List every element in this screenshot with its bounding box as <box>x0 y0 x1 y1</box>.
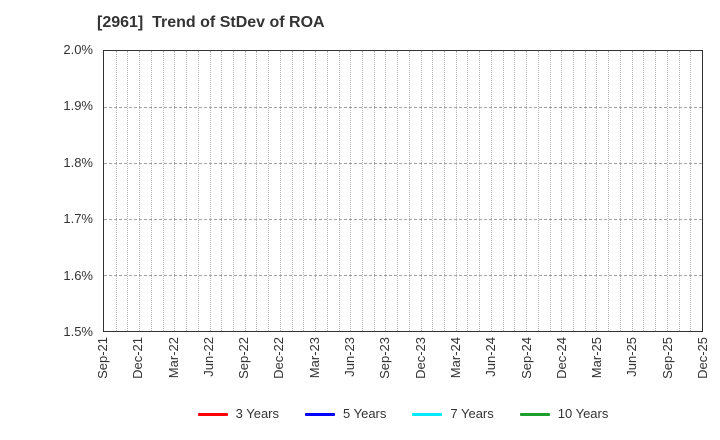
x-tick-label: Dec-23 <box>413 337 428 379</box>
vertical-gridline <box>690 51 692 331</box>
legend-item-label: 5 Years <box>343 406 387 421</box>
x-axis-labels: Sep-21 Dec-21 Mar-22 Jun-22 Sep-22 Dec-22 Mar-… <box>95 332 710 408</box>
legend-color-swatch <box>197 412 228 416</box>
vertical-gridline <box>291 51 293 331</box>
vertical-gridline <box>232 51 234 331</box>
series-lines-svg <box>104 51 702 331</box>
vertical-gridline <box>373 51 375 331</box>
legend-color-swatch <box>305 412 335 416</box>
vertical-gridline <box>479 51 481 331</box>
x-tick-label: Mar-22 <box>166 337 181 379</box>
vertical-gridline <box>397 51 399 331</box>
vertical-gridline <box>549 51 551 331</box>
y-tick-label: 2.0% <box>63 42 93 57</box>
vertical-gridline <box>561 51 563 331</box>
vertical-gridline <box>244 51 246 331</box>
horizontal-gridline <box>104 219 702 220</box>
vertical-gridline <box>631 51 633 331</box>
x-tick-label: Jun-24 <box>483 337 498 377</box>
y-tick-label: 1.9% <box>63 98 93 113</box>
legend-item-label: 10 Years <box>557 406 609 421</box>
legend-item: 10 Years <box>519 406 609 422</box>
vertical-gridline <box>584 51 586 331</box>
vertical-gridline <box>432 51 434 331</box>
vertical-gridline <box>385 51 387 331</box>
legend-color-swatch <box>519 412 550 416</box>
legend: 3 Years 5 Years 7 Years 10 Years <box>103 405 703 423</box>
x-tick-label: Jun-22 <box>201 337 216 377</box>
vertical-gridline <box>573 51 575 331</box>
legend-item: 3 Years <box>197 406 279 422</box>
vertical-gridline <box>303 51 305 331</box>
vertical-gridline <box>221 51 223 331</box>
x-tick-label: Sep-25 <box>660 337 675 379</box>
y-tick-label: 1.5% <box>63 324 93 339</box>
chart-title: [2961] Trend of StDev of ROA <box>97 14 325 31</box>
vertical-gridline <box>608 51 610 331</box>
vertical-gridline <box>350 51 352 331</box>
x-tick-label: Jun-25 <box>624 337 639 377</box>
vertical-gridline <box>174 51 176 331</box>
x-tick-label: Mar-25 <box>589 337 604 379</box>
vertical-gridline <box>455 51 457 331</box>
vertical-gridline <box>139 51 141 331</box>
vertical-gridline <box>256 51 258 331</box>
vertical-gridline <box>162 51 164 331</box>
vertical-gridline <box>186 51 188 331</box>
vertical-gridline <box>420 51 422 331</box>
y-tick-label: 1.6% <box>63 268 93 283</box>
vertical-gridline <box>514 51 516 331</box>
horizontal-gridline <box>104 275 702 276</box>
vertical-gridline <box>537 51 539 331</box>
x-tick-label: Sep-24 <box>519 337 534 379</box>
vertical-gridline <box>150 51 152 331</box>
vertical-gridline <box>502 51 504 331</box>
x-tick-label: Mar-24 <box>448 337 463 379</box>
vertical-gridline <box>361 51 363 331</box>
vertical-gridline <box>268 51 270 331</box>
vertical-gridline <box>655 51 657 331</box>
vertical-gridline <box>408 51 410 331</box>
y-tick-label: 1.7% <box>63 211 93 226</box>
vertical-gridline <box>197 51 199 331</box>
x-tick-label: Dec-22 <box>271 337 286 379</box>
vertical-gridline <box>444 51 446 331</box>
vertical-gridline <box>678 51 680 331</box>
vertical-gridline <box>279 51 281 331</box>
vertical-gridline <box>619 51 621 331</box>
x-tick-label: Sep-23 <box>377 337 392 379</box>
vertical-gridline <box>467 51 469 331</box>
vertical-gridline <box>315 51 317 331</box>
horizontal-gridline <box>104 163 702 164</box>
legend-item: 5 Years <box>305 406 386 422</box>
vertical-gridline <box>326 51 328 331</box>
x-tick-label: Dec-24 <box>554 337 569 379</box>
y-axis-labels: 2.0% 1.9% 1.8% 1.7% 1.6% 1.5% <box>0 43 93 339</box>
vertical-gridline <box>115 51 117 331</box>
legend-item: 7 Years <box>412 406 494 422</box>
vertical-gridline <box>338 51 340 331</box>
horizontal-gridline <box>104 107 702 108</box>
x-tick-label: Sep-22 <box>236 337 251 379</box>
vertical-gridline <box>526 51 528 331</box>
y-tick-label: 1.8% <box>63 155 93 170</box>
plot-area <box>103 50 703 332</box>
x-tick-label: Dec-21 <box>130 337 145 379</box>
legend-item-label: 3 Years <box>235 406 279 421</box>
vertical-gridline <box>209 51 211 331</box>
x-tick-label: Dec-25 <box>695 337 710 379</box>
vertical-gridline <box>666 51 668 331</box>
legend-item-label: 7 Years <box>450 406 494 421</box>
legend-color-swatch <box>412 412 443 416</box>
vertical-gridline <box>596 51 598 331</box>
vertical-gridline <box>490 51 492 331</box>
vertical-gridline <box>127 51 129 331</box>
x-tick-label: Mar-23 <box>307 337 322 379</box>
x-tick-label: Jun-23 <box>342 337 357 377</box>
vertical-gridline <box>643 51 645 331</box>
x-tick-label: Sep-21 <box>95 337 110 379</box>
